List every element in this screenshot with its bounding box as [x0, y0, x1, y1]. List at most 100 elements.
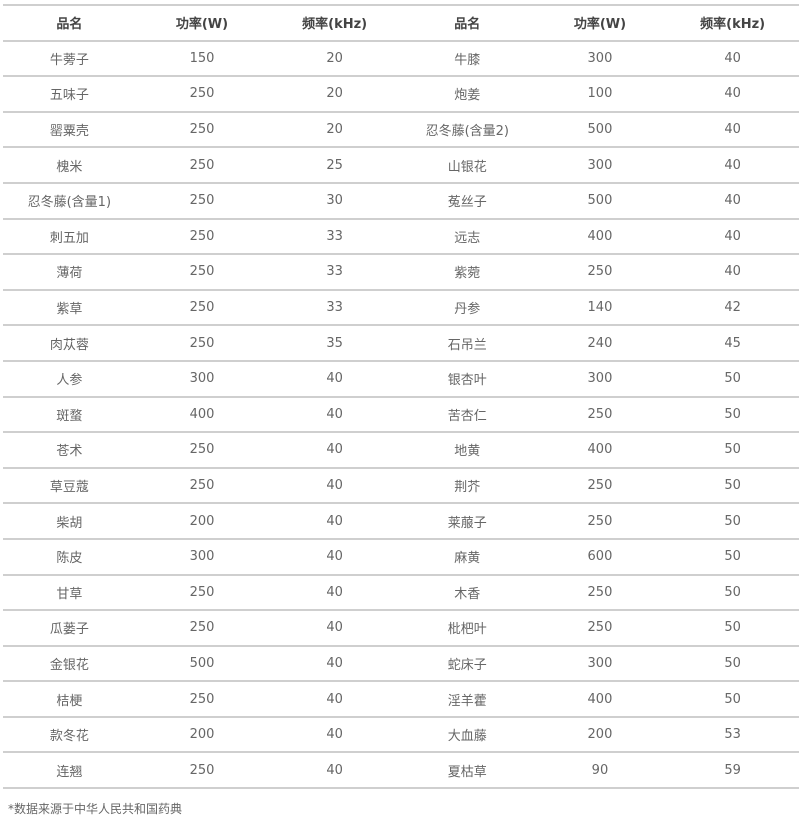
cell-frequency-khz: 20 [268, 110, 401, 149]
table-row: 苍术 250 40 地黄 400 50 [3, 431, 799, 469]
cell-frequency-khz: 33 [268, 217, 401, 256]
table-row: 紫草 250 33 丹参 140 42 [3, 288, 799, 327]
cell-power-w: 500 [533, 181, 667, 220]
table-row: 肉苁蓉 250 35 石吊兰 240 45 [3, 324, 799, 362]
cell-frequency-khz: 40 [268, 431, 401, 469]
cell-herb-name: 五味子 [3, 75, 136, 113]
cell-power-w: 250 [135, 146, 269, 184]
cell-power-w: 300 [533, 146, 667, 184]
table-row: 金银花 500 40 蛇床子 300 50 [3, 644, 799, 683]
cell-frequency-khz: 40 [268, 537, 401, 576]
column-header-frequency-khz: 频率(kHz) [268, 4, 401, 42]
column-header-frequency-khz: 频率(kHz) [666, 4, 799, 42]
cell-herb-name: 枇杷叶 [400, 609, 534, 647]
column-header-power-w: 功率(W) [135, 4, 269, 42]
cell-herb-name: 草豆蔻 [3, 466, 136, 505]
cell-power-w: 400 [533, 431, 667, 469]
cell-power-w: 250 [135, 253, 269, 291]
cell-herb-name: 肉苁蓉 [3, 324, 136, 362]
cell-frequency-khz: 20 [268, 75, 401, 113]
cell-frequency-khz: 40 [666, 146, 799, 184]
cell-power-w: 250 [533, 466, 667, 505]
cell-power-w: 400 [533, 217, 667, 256]
cell-frequency-khz: 40 [666, 75, 799, 113]
cell-power-w: 250 [135, 217, 269, 256]
cell-herb-name: 淫羊藿 [400, 680, 534, 718]
cell-herb-name: 陈皮 [3, 537, 136, 576]
cell-frequency-khz: 33 [268, 288, 401, 327]
cell-herb-name: 银杏叶 [400, 359, 534, 398]
cell-power-w: 250 [135, 609, 269, 647]
cell-frequency-khz: 50 [666, 680, 799, 718]
cell-frequency-khz: 20 [268, 39, 401, 78]
cell-frequency-khz: 40 [268, 644, 401, 683]
cell-herb-name: 连翘 [3, 751, 136, 790]
cell-herb-name: 忍冬藤(含量2) [400, 110, 534, 149]
cell-power-w: 300 [533, 39, 667, 78]
cell-frequency-khz: 40 [268, 466, 401, 505]
table-row: 槐米 250 25 山银花 300 40 [3, 146, 799, 184]
cell-herb-name: 炮姜 [400, 75, 534, 113]
column-header-herb-name: 品名 [3, 4, 136, 42]
column-header-herb-name: 品名 [400, 4, 534, 42]
cell-power-w: 250 [135, 751, 269, 790]
table-row: 薄荷 250 33 紫菀 250 40 [3, 253, 799, 291]
cell-herb-name: 夏枯草 [400, 751, 534, 790]
cell-frequency-khz: 30 [268, 181, 401, 220]
cell-power-w: 200 [135, 502, 269, 540]
cell-power-w: 250 [135, 466, 269, 505]
cell-herb-name: 款冬花 [3, 715, 136, 754]
cell-frequency-khz: 40 [268, 573, 401, 612]
table-row: 草豆蔻 250 40 荆芥 250 50 [3, 466, 799, 505]
cell-power-w: 500 [135, 644, 269, 683]
cell-power-w: 240 [533, 324, 667, 362]
cell-power-w: 150 [135, 39, 269, 78]
cell-frequency-khz: 40 [666, 253, 799, 291]
table-body: 牛蒡子 150 20 牛膝 300 40 五味子 250 20 炮姜 100 40 罂粟壳 250 20 忍冬… [3, 39, 799, 790]
cell-power-w: 140 [533, 288, 667, 327]
cell-power-w: 400 [135, 395, 269, 434]
cell-frequency-khz: 40 [666, 110, 799, 149]
cell-herb-name: 牛蒡子 [3, 39, 136, 78]
cell-herb-name: 甘草 [3, 573, 136, 612]
cell-frequency-khz: 40 [268, 359, 401, 398]
cell-herb-name: 紫菀 [400, 253, 534, 291]
table-header: 品名 功率(W) 频率(kHz) 品名 功率(W) 频率(kHz) [3, 4, 799, 42]
cell-herb-name: 苦杏仁 [400, 395, 534, 434]
cell-power-w: 400 [533, 680, 667, 718]
cell-herb-name: 紫草 [3, 288, 136, 327]
cell-herb-name: 苍术 [3, 431, 136, 469]
cell-herb-name: 远志 [400, 217, 534, 256]
cell-power-w: 300 [135, 359, 269, 398]
cell-frequency-khz: 50 [666, 609, 799, 647]
cell-herb-name: 柴胡 [3, 502, 136, 540]
cell-power-w: 250 [135, 573, 269, 612]
cell-frequency-khz: 50 [666, 395, 799, 434]
cell-herb-name: 地黄 [400, 431, 534, 469]
cell-power-w: 600 [533, 537, 667, 576]
cell-herb-name: 丹参 [400, 288, 534, 327]
cell-herb-name: 牛膝 [400, 39, 534, 78]
cell-power-w: 250 [135, 181, 269, 220]
cell-frequency-khz: 45 [666, 324, 799, 362]
cell-frequency-khz: 40 [268, 680, 401, 718]
cell-power-w: 300 [533, 359, 667, 398]
cell-frequency-khz: 50 [666, 502, 799, 540]
table-row: 桔梗 250 40 淫羊藿 400 50 [3, 680, 799, 718]
table-row: 陈皮 300 40 麻黄 600 50 [3, 537, 799, 576]
table-row: 牛蒡子 150 20 牛膝 300 40 [3, 39, 799, 78]
table-row: 甘草 250 40 木香 250 50 [3, 573, 799, 612]
cell-power-w: 250 [135, 75, 269, 113]
cell-herb-name: 蛇床子 [400, 644, 534, 683]
cell-power-w: 250 [533, 573, 667, 612]
footnote: *数据来源于中华人民共和国药典 [8, 802, 183, 816]
cell-frequency-khz: 40 [666, 181, 799, 220]
column-header-power-w: 功率(W) [533, 4, 667, 42]
table-row: 瓜蒌子 250 40 枇杷叶 250 50 [3, 609, 799, 647]
cell-herb-name: 刺五加 [3, 217, 136, 256]
table-row: 柴胡 200 40 莱菔子 250 50 [3, 502, 799, 540]
cell-power-w: 250 [135, 324, 269, 362]
cell-frequency-khz: 50 [666, 573, 799, 612]
cell-herb-name: 斑蝥 [3, 395, 136, 434]
cell-frequency-khz: 25 [268, 146, 401, 184]
